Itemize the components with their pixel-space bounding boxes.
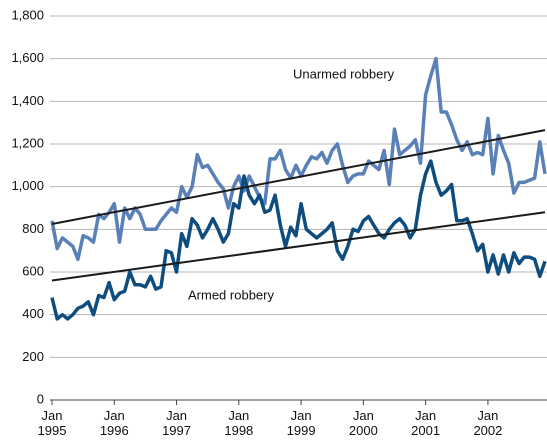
x-tick-label: Jan 1996	[100, 408, 129, 438]
x-tick-label-line: 2002	[473, 423, 502, 438]
x-tick-label-line: 1999	[287, 423, 316, 438]
y-tick-label: 1,800	[11, 7, 44, 22]
x-tick-label-line: Jan	[415, 408, 436, 423]
x-tick-label-line: 2001	[411, 423, 440, 438]
x-tick-label: Jan 1995	[38, 408, 67, 438]
y-tick-label: 1,600	[11, 50, 44, 65]
x-tick-label: Jan 2002	[473, 408, 502, 438]
x-tick-label-line: Jan	[291, 408, 312, 423]
series-label: Armed robbery	[188, 287, 274, 302]
x-tick-label-line: 1996	[100, 423, 129, 438]
x-tick-label: Jan 1999	[287, 408, 316, 438]
y-tick-label: 800	[22, 221, 44, 236]
y-tick-label: 1,200	[11, 135, 44, 150]
data-line	[50, 56, 547, 261]
x-tick-label-line: Jan	[42, 408, 63, 423]
y-tick-label: 1,400	[11, 93, 44, 108]
x-tick-label-line: 1998	[224, 423, 253, 438]
x-tick-label-line: Jan	[477, 408, 498, 423]
y-tick-label: 400	[22, 306, 44, 321]
y-tick-label: 600	[22, 263, 44, 278]
y-tick-label: 0	[37, 391, 44, 406]
x-tick-label-line: Jan	[166, 408, 187, 423]
trend-line	[51, 129, 546, 225]
y-tick-label: 1,000	[11, 178, 44, 193]
series-label: Unarmed robbery	[293, 66, 395, 81]
x-tick-label: Jan 1997	[162, 408, 191, 438]
x-tick-label-line: 1995	[38, 423, 67, 438]
x-tick-label: Jan 1998	[224, 408, 253, 438]
x-tick-label-line: Jan	[228, 408, 249, 423]
y-tick-label: 200	[22, 349, 44, 364]
x-tick-label-line: Jan	[353, 408, 374, 423]
x-tick-label: Jan 2000	[349, 408, 378, 438]
trend-line	[51, 211, 546, 282]
data-line	[50, 159, 547, 321]
x-tick-label: Jan 2001	[411, 408, 440, 438]
x-tick-label-line: Jan	[104, 408, 125, 423]
x-tick-label-line: 2000	[349, 423, 378, 438]
x-tick-label-line: 1997	[162, 423, 191, 438]
